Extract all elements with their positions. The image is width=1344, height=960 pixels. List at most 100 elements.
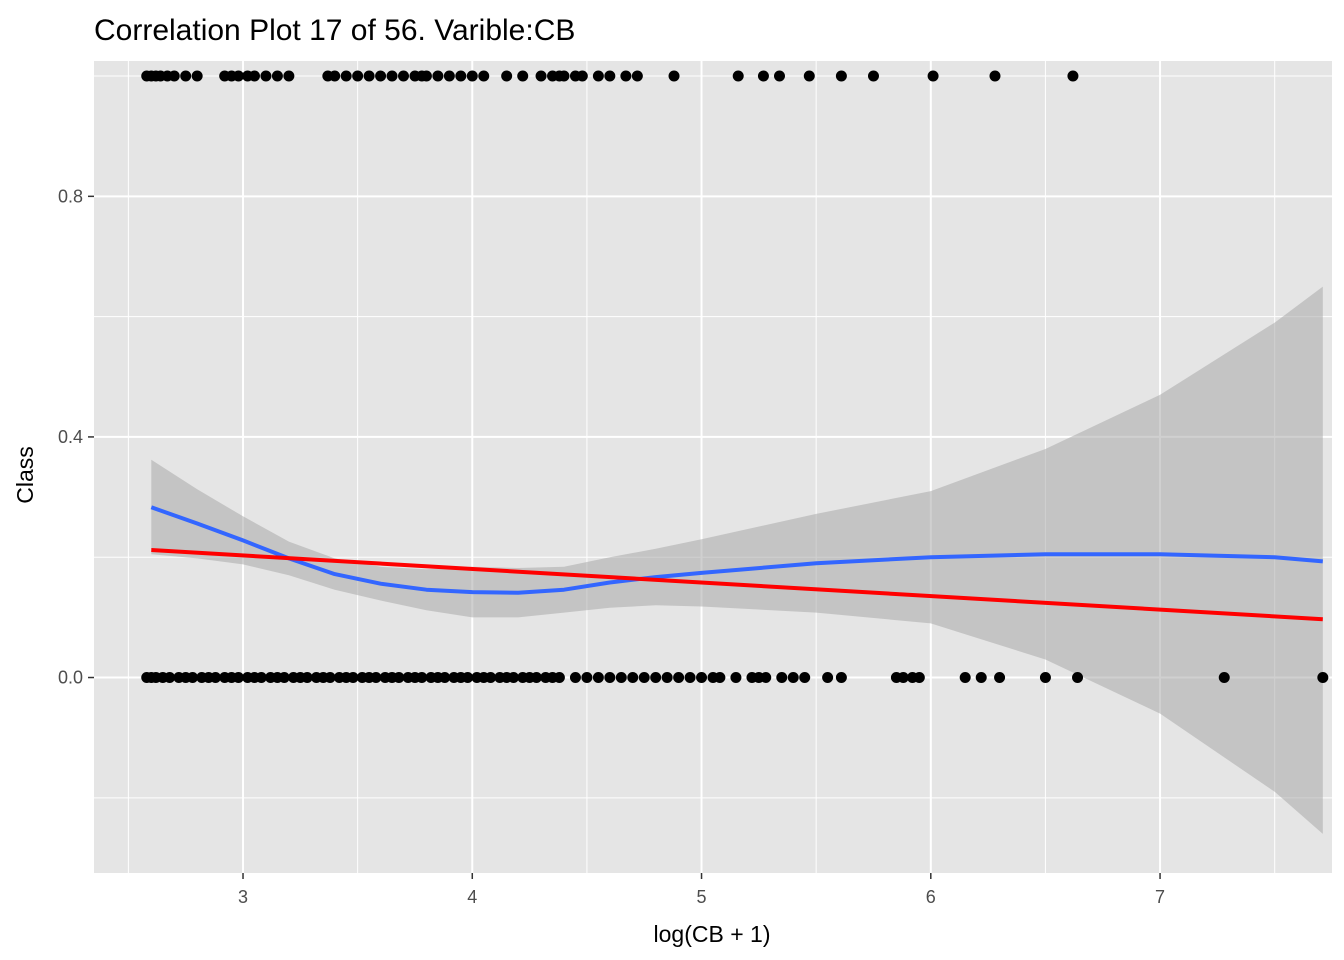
- point-class-0: [822, 672, 834, 684]
- point-class-1: [576, 70, 588, 82]
- point-class-1: [592, 70, 604, 82]
- point-class-0: [714, 672, 726, 684]
- point-class-0: [569, 672, 581, 684]
- point-class-1: [340, 70, 352, 82]
- point-class-0: [959, 672, 971, 684]
- point-class-0: [462, 672, 474, 684]
- confidence-band: [151, 286, 1323, 834]
- point-class-0: [1317, 672, 1329, 684]
- point-class-0: [787, 672, 799, 684]
- point-class-1: [386, 70, 398, 82]
- point-class-1: [1067, 70, 1079, 82]
- point-class-1: [517, 70, 529, 82]
- x-tick-label: 7: [1155, 887, 1165, 907]
- point-class-0: [730, 672, 742, 684]
- point-class-1: [260, 70, 272, 82]
- point-class-1: [989, 70, 1001, 82]
- point-class-0: [835, 672, 847, 684]
- point-class-0: [760, 672, 772, 684]
- point-class-0: [164, 672, 176, 684]
- point-class-0: [684, 672, 696, 684]
- point-class-1: [478, 70, 490, 82]
- point-class-0: [627, 672, 639, 684]
- point-class-0: [592, 672, 604, 684]
- point-class-0: [897, 672, 909, 684]
- point-class-0: [638, 672, 650, 684]
- point-class-1: [927, 70, 939, 82]
- point-class-1: [248, 70, 260, 82]
- point-class-0: [232, 672, 244, 684]
- point-class-0: [187, 672, 199, 684]
- point-class-1: [558, 70, 570, 82]
- point-class-1: [329, 70, 341, 82]
- point-class-1: [867, 70, 879, 82]
- point-class-0: [508, 672, 520, 684]
- linear-fit-line: [151, 548, 1323, 622]
- point-class-0: [673, 672, 685, 684]
- point-class-0: [776, 672, 788, 684]
- point-class-1: [835, 70, 847, 82]
- point-class-1: [803, 70, 815, 82]
- point-class-1: [363, 70, 375, 82]
- x-tick-label: 6: [926, 887, 936, 907]
- point-class-1: [631, 70, 643, 82]
- point-class-0: [439, 672, 451, 684]
- point-class-1: [668, 70, 680, 82]
- point-class-1: [443, 70, 455, 82]
- point-class-1: [501, 70, 513, 82]
- point-class-0: [604, 672, 616, 684]
- point-class-0: [913, 672, 925, 684]
- point-class-1: [455, 70, 467, 82]
- x-tick-label: 3: [238, 887, 248, 907]
- x-tick-label: 5: [697, 887, 707, 907]
- point-class-1: [420, 70, 432, 82]
- point-class-0: [530, 672, 542, 684]
- point-class-0: [696, 672, 708, 684]
- y-tick-label: 0.0: [58, 668, 83, 688]
- point-class-0: [370, 672, 382, 684]
- x-tick-label: 4: [467, 887, 477, 907]
- y-tick-label: 0.4: [58, 427, 83, 447]
- point-class-1: [773, 70, 785, 82]
- point-class-0: [324, 672, 336, 684]
- point-class-1: [271, 70, 283, 82]
- point-class-0: [799, 672, 811, 684]
- point-class-1: [352, 70, 364, 82]
- fit-lines-layer: [150, 505, 1323, 622]
- point-class-1: [732, 70, 744, 82]
- point-class-1: [375, 70, 387, 82]
- point-class-0: [347, 672, 359, 684]
- point-class-0: [393, 672, 405, 684]
- point-class-1: [620, 70, 632, 82]
- point-class-0: [661, 672, 673, 684]
- point-class-0: [553, 672, 565, 684]
- chart-title: Correlation Plot 17 of 56. Varible:CB: [94, 14, 575, 47]
- point-class-0: [1039, 672, 1051, 684]
- point-class-0: [416, 672, 428, 684]
- y-axis-title: Class: [12, 446, 38, 504]
- x-axis-title: log(CB + 1): [654, 921, 771, 947]
- point-class-0: [581, 672, 593, 684]
- point-class-1: [466, 70, 478, 82]
- y-tick-label: 0.8: [58, 186, 83, 206]
- point-class-0: [485, 672, 497, 684]
- point-class-0: [1072, 672, 1084, 684]
- point-class-1: [432, 70, 444, 82]
- confidence-band-layer: [151, 286, 1323, 834]
- point-class-0: [301, 672, 313, 684]
- point-class-0: [278, 672, 290, 684]
- point-class-0: [650, 672, 662, 684]
- point-class-1: [180, 70, 192, 82]
- points-layer: [141, 70, 1329, 684]
- point-class-1: [398, 70, 409, 82]
- point-class-1: [757, 70, 769, 82]
- point-class-0: [994, 672, 1006, 684]
- y-axis: 0.0 0.4 0.8: [58, 186, 94, 688]
- point-class-0: [255, 672, 267, 684]
- point-class-0: [210, 672, 222, 684]
- point-class-1: [232, 70, 244, 82]
- point-class-0: [615, 672, 627, 684]
- point-class-1: [535, 70, 547, 82]
- point-class-0: [1218, 672, 1230, 684]
